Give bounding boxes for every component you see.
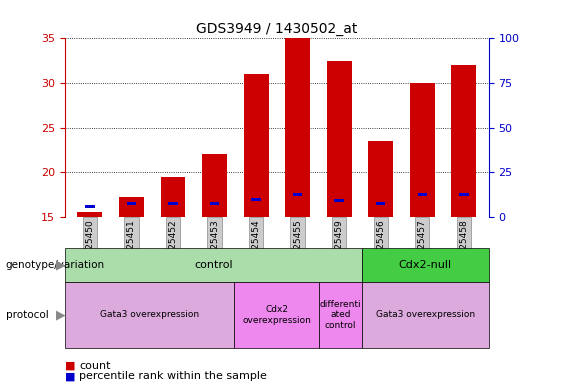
Text: Cdx2-null: Cdx2-null (398, 260, 452, 270)
Bar (327, 61, 351, 217)
Text: Gata3 overexpression: Gata3 overexpression (376, 310, 475, 319)
Bar (376, 202, 385, 205)
Bar (168, 202, 178, 205)
Text: genotype/variation: genotype/variation (6, 260, 105, 270)
Bar (368, 141, 393, 217)
Text: percentile rank within the sample: percentile rank within the sample (79, 371, 267, 381)
Bar (202, 154, 227, 217)
Text: ■: ■ (65, 361, 76, 371)
Bar (418, 193, 427, 196)
Text: protocol: protocol (6, 310, 49, 320)
Bar (410, 83, 434, 217)
Bar (459, 193, 468, 196)
Text: Gata3 overexpression: Gata3 overexpression (100, 310, 199, 319)
Text: differenti
ated
control: differenti ated control (320, 300, 361, 330)
Bar (451, 65, 476, 217)
Text: ▶: ▶ (56, 258, 66, 271)
Bar (127, 202, 136, 205)
Text: control: control (194, 260, 233, 270)
Title: GDS3949 / 1430502_at: GDS3949 / 1430502_at (196, 22, 358, 36)
Text: ▶: ▶ (56, 308, 66, 321)
Bar (334, 199, 344, 202)
Bar (160, 177, 185, 217)
Text: ■: ■ (65, 371, 76, 381)
Text: Cdx2
overexpression: Cdx2 overexpression (242, 305, 311, 324)
Bar (119, 197, 144, 217)
Bar (285, 38, 310, 217)
Bar (85, 205, 95, 208)
Bar (210, 202, 219, 205)
Bar (293, 193, 302, 196)
Bar (251, 198, 261, 201)
Bar (77, 212, 102, 217)
Text: count: count (79, 361, 111, 371)
Bar (244, 74, 268, 217)
